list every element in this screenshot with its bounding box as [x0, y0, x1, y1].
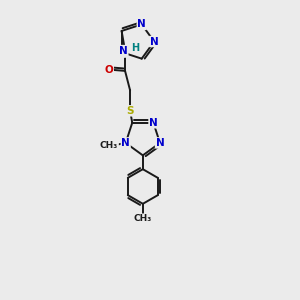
Text: O: O — [104, 65, 113, 75]
Text: N: N — [150, 37, 158, 46]
Text: N: N — [149, 118, 158, 128]
Text: S: S — [118, 47, 125, 57]
Text: H: H — [131, 43, 139, 53]
Text: S: S — [126, 106, 134, 116]
Text: CH₃: CH₃ — [100, 141, 118, 150]
Text: N: N — [121, 138, 130, 148]
Text: N: N — [137, 20, 146, 29]
Text: N: N — [119, 46, 128, 56]
Text: CH₃: CH₃ — [134, 214, 152, 223]
Text: N: N — [156, 138, 164, 148]
